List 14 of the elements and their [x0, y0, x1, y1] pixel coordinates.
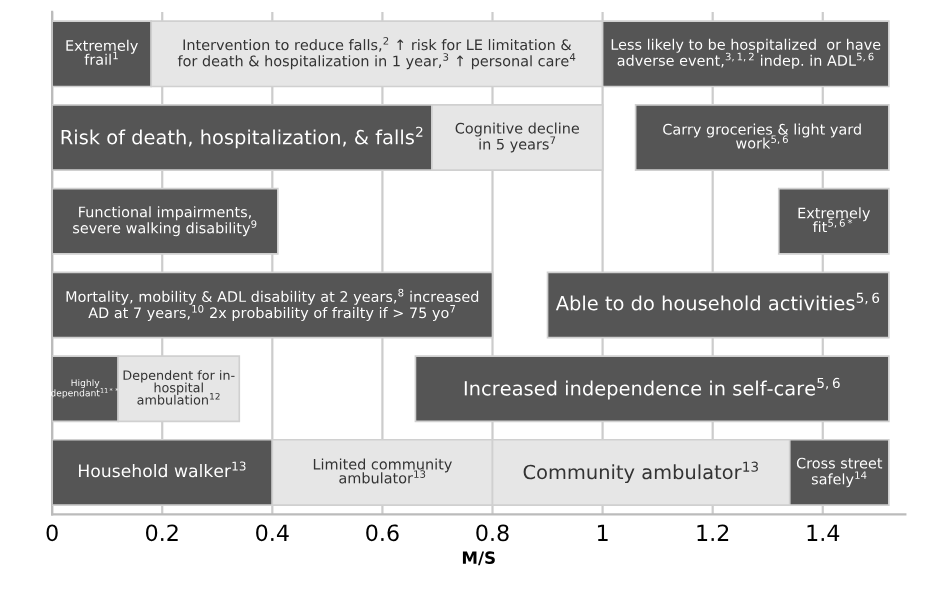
x-tick-label: 0.2: [146, 524, 178, 542]
x-tick-label: 1: [597, 524, 608, 541]
x-tick-label: 0.6: [366, 524, 399, 542]
series-label: Increased independence in self-care$^{5,6}$: [464, 377, 840, 400]
series-label: Risk of death, hospitalization, & falls$^{2}$: [61, 126, 423, 149]
x-tick-label: 1.2: [697, 524, 729, 541]
series-label: Community ambulator$^{13}$: [523, 461, 758, 484]
series-label: Able to do household activities$^{5,6}$: [555, 292, 880, 311]
series-label: Household walker$^{13}$: [79, 461, 246, 478]
x-tick-label: 0.8: [476, 524, 509, 542]
x-tick-label: 0: [46, 524, 58, 542]
x-tick-label: 1.4: [807, 524, 840, 541]
x-axis-title: M/S: [462, 551, 495, 566]
x-tick-label: 0.4: [256, 524, 289, 542]
